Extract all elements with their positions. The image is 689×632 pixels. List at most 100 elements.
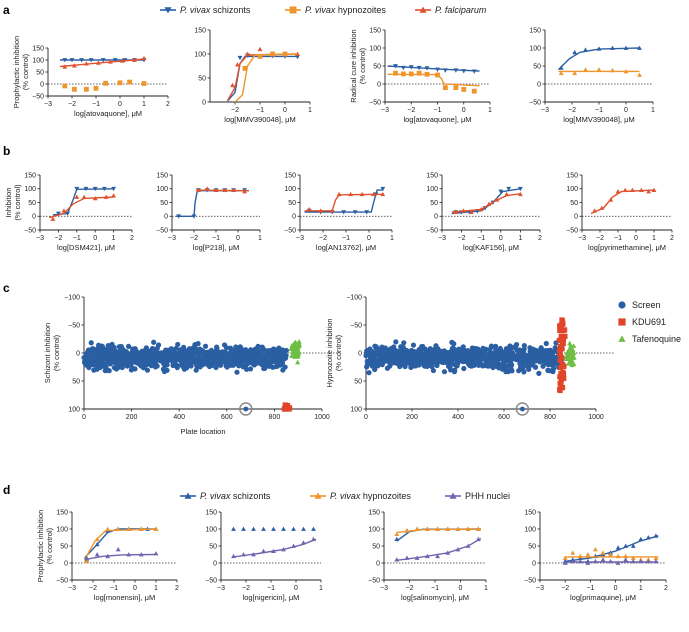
y-axis-label: Prophylactic inhibition(% control): [36, 510, 54, 583]
y-tick-label: 0: [40, 81, 44, 88]
y-tick-label: 100: [350, 406, 362, 413]
x-tick-label: 600: [498, 414, 510, 421]
chart-a2: −2 −1 0 1 0 50 100 150 log[MMV390048], μM: [194, 27, 312, 124]
legend-label-italic: P. vivax: [305, 5, 336, 15]
chart-d2: −3 −2 −1 0 1 −50 0 50 100 150 log[nigericin], μM: [205, 509, 323, 602]
y-tick-label: −50: [24, 227, 36, 234]
data-point: [394, 531, 400, 537]
x-tick-label: −3: [381, 107, 389, 114]
x-tick-label: 0: [499, 235, 503, 242]
x-tick-label: 1: [651, 107, 655, 114]
x-tick-label: −2: [407, 107, 415, 114]
data-point: [498, 189, 504, 194]
screen-point: [451, 341, 457, 347]
screen-point: [164, 367, 170, 373]
x-tick-label: 1: [652, 235, 656, 242]
tafenoquine-point: [565, 351, 572, 356]
x-tick-label: 1000: [314, 414, 330, 421]
x-tick-label: 1: [518, 235, 522, 242]
x-tick-label: −1: [212, 235, 220, 242]
fit-curve: [451, 193, 521, 213]
highlighted-point: [243, 406, 249, 412]
series-p-vivax-hypnozoites: [558, 67, 642, 77]
y-tick-label: −50: [56, 577, 68, 584]
series-p-vivax-hypnozoites: [83, 526, 159, 564]
y-tick-label: 150: [426, 172, 438, 179]
kdu691-point: [562, 333, 568, 339]
data-point: [583, 47, 588, 52]
x-tick-label: −3: [536, 585, 544, 592]
y-tick-label: −50: [205, 577, 217, 584]
x-tick-label: 0: [133, 585, 137, 592]
data-point: [404, 555, 410, 560]
legend-label: PHH nuclei: [465, 491, 510, 501]
data-point: [141, 55, 147, 61]
screen-point: [223, 345, 230, 351]
screen-point: [430, 367, 437, 374]
data-point: [102, 186, 107, 192]
kdu691-point: [556, 337, 562, 343]
data-point: [506, 186, 512, 192]
highlight-ring: [239, 402, 253, 416]
data-point: [416, 65, 422, 71]
series-phh-nuclei: [84, 547, 159, 561]
data-point: [341, 210, 347, 215]
data-point: [623, 543, 629, 548]
fit-curve: [49, 196, 114, 219]
data-point: [126, 552, 132, 557]
data-point: [237, 55, 243, 61]
x-axis-label: log[KAF156], μM: [463, 243, 519, 252]
data-point: [92, 186, 98, 192]
data-point: [62, 64, 68, 69]
legend-label: P. vivax schizonts: [180, 5, 251, 15]
data-point: [623, 45, 629, 50]
legend-label-italic: P. falciparum: [435, 5, 487, 15]
x-tick-label: −1: [342, 235, 350, 242]
tafenoquine-point: [292, 339, 299, 345]
y-tick-label: −50: [524, 577, 536, 584]
x-tick-label: 0: [118, 101, 122, 108]
data-point: [518, 186, 523, 192]
legend-item: Screen: [618, 300, 661, 310]
data-point: [653, 555, 659, 560]
y-tick-label: 100: [369, 45, 381, 52]
screen-point: [434, 362, 440, 369]
data-point: [653, 533, 659, 538]
data-point: [424, 66, 430, 71]
chart-c1: 0 200 400 600 800 1000 −100 −50 0 50 100 Plate loca…: [43, 294, 340, 436]
y-tick-label: 150: [205, 509, 217, 516]
screen-point: [276, 345, 282, 351]
x-axis-label: log[nigericin], μM: [243, 593, 300, 602]
y-tick-label: 0: [434, 214, 438, 221]
y-tick-label: −50: [369, 99, 381, 106]
data-point: [242, 66, 248, 71]
x-tick-label: −3: [541, 107, 549, 114]
y-tick-label: 0: [537, 81, 541, 88]
legend-label-italic: P. vivax: [330, 491, 361, 501]
series-p-vivax-schizonts: [176, 188, 249, 219]
data-point: [599, 205, 605, 210]
tafenoquine-point: [290, 349, 296, 354]
y-tick-label: 50: [198, 75, 206, 82]
fit-curve: [590, 189, 655, 215]
y-tick-label: 150: [566, 172, 578, 179]
screen-point: [483, 346, 489, 352]
data-point: [585, 552, 591, 557]
data-point: [301, 526, 306, 531]
data-point: [84, 61, 89, 66]
legend-panel-c: Screen KDU691 Tafenoquine: [618, 300, 681, 344]
y-tick-label: 150: [56, 509, 68, 516]
data-point: [486, 201, 492, 206]
screen-point: [234, 369, 240, 375]
data-point: [645, 535, 651, 540]
data-point: [572, 70, 578, 76]
legend-marker: [314, 492, 322, 499]
tafenoquine-point: [563, 354, 569, 360]
data-point: [394, 557, 400, 562]
chart-a3: −3 −2 −1 0 1 −50 0 50 100 150 log[atovaquone], μM R…: [349, 27, 492, 124]
data-point: [469, 209, 474, 215]
legend-marker: [419, 6, 427, 13]
y-tick-label: −50: [68, 322, 80, 329]
fit-curve: [84, 553, 157, 561]
